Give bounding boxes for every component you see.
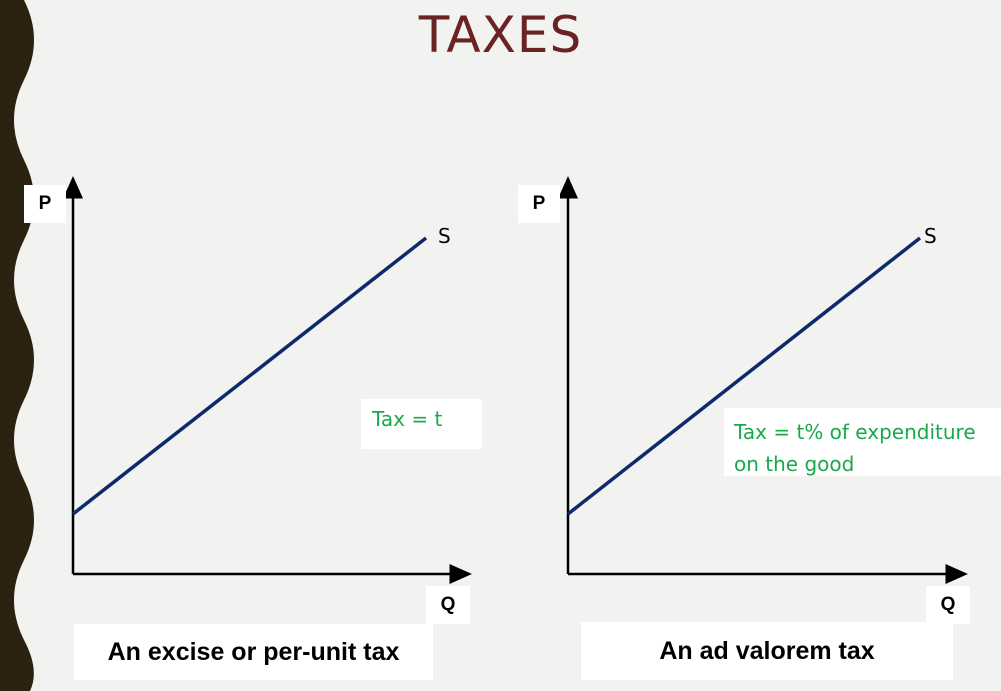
wavy-border bbox=[0, 0, 34, 691]
x-axis-label-right: Q bbox=[926, 586, 970, 624]
supply-curve-left bbox=[71, 236, 428, 516]
tax-note-right-line-2: on the good bbox=[734, 452, 855, 476]
caption-right: An ad valorem tax bbox=[581, 622, 953, 680]
tax-note-right: Tax = t% of expenditure on the good bbox=[724, 408, 1001, 476]
y-axis-label-left: P bbox=[24, 185, 66, 223]
page-title: TAXES bbox=[418, 6, 583, 64]
wavy-border-shape bbox=[0, 0, 34, 691]
caption-left: An excise or per-unit tax bbox=[74, 624, 433, 680]
tax-note-left: Tax = t bbox=[361, 399, 482, 449]
supply-label-right: S bbox=[924, 224, 937, 248]
tax-note-right-line-1: Tax = t% of expenditure bbox=[734, 420, 976, 444]
y-axis-label-right: P bbox=[518, 185, 560, 223]
supply-curve-right bbox=[566, 236, 922, 516]
x-axis-label-left: Q bbox=[426, 586, 470, 624]
supply-label-left: S bbox=[438, 224, 451, 248]
